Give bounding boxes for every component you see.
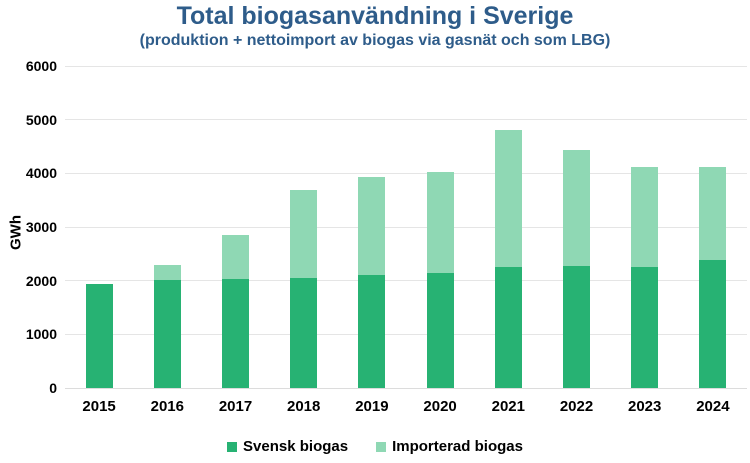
y-tick-label: 2000: [25, 272, 57, 289]
chart-subtitle: (produktion + nettoimport av biogas via …: [139, 32, 611, 49]
legend-swatch-icon: [376, 441, 387, 452]
y-tick-label: 5000: [25, 111, 57, 128]
legend-item: Importerad biogas: [376, 438, 523, 455]
bar-2021-svensk: [494, 266, 522, 388]
bar-2022-import: [563, 149, 590, 266]
gridline-0: [65, 387, 747, 389]
x-tick-label-2021: 2021: [491, 398, 525, 415]
bar-2021-import: [494, 129, 522, 267]
x-tick-label-2015: 2015: [82, 398, 116, 415]
x-tick-label-2017: 2017: [218, 398, 253, 415]
gridline-6000: [65, 65, 747, 67]
y-tick-label: 1000: [25, 326, 57, 343]
bar-2020-import: [426, 172, 454, 273]
legend-swatch-icon: [227, 441, 238, 452]
gridline-5000: [65, 119, 747, 121]
bar-2018-import: [290, 189, 318, 278]
x-tick-label-2024: 2024: [696, 398, 730, 415]
x-tick-label-2018: 2018: [287, 398, 321, 415]
bar-2016-svensk: [153, 279, 181, 388]
bar-2024-import: [699, 166, 727, 260]
gridline-2000: [65, 280, 747, 282]
x-tick-label-2023: 2023: [628, 398, 662, 415]
legend: Svensk biogas Importerad biogas: [0, 438, 750, 455]
bar-2024-svensk: [699, 259, 727, 388]
x-tick-label-2022: 2022: [559, 398, 594, 415]
gridline-4000: [65, 172, 747, 174]
bar-2023-import: [631, 166, 659, 268]
bar-2020-svensk: [426, 272, 454, 388]
y-tick-label: 3000: [25, 219, 57, 235]
gridline-1000: [65, 333, 747, 335]
gridline-3000: [65, 226, 747, 228]
x-tick-label-2016: 2016: [150, 398, 184, 415]
x-tick-label-2019: 2019: [355, 398, 389, 415]
bar-2019-import: [358, 176, 386, 276]
chart-title: Total biogasanvändning i Sverige: [176, 2, 574, 30]
legend-label: Importerad biogas: [392, 438, 523, 455]
legend-label: Svensk biogas: [243, 438, 349, 455]
y-tick-label: 6000: [25, 58, 57, 74]
y-tick-label: 0: [49, 380, 57, 396]
bar-2019-svensk: [358, 275, 386, 388]
bar-2016-import: [153, 264, 181, 280]
legend-item: Svensk biogas: [227, 438, 348, 455]
bar-2023-svensk: [631, 267, 659, 388]
bar-2015-svensk: [85, 283, 113, 388]
bar-2018-svensk: [290, 277, 318, 388]
y-tick-label: 4000: [25, 165, 57, 182]
x-tick-label-2020: 2020: [423, 398, 457, 415]
bar-2017-svensk: [222, 279, 249, 388]
bar-2017-import: [222, 235, 249, 280]
bar-2022-svensk: [563, 265, 590, 388]
